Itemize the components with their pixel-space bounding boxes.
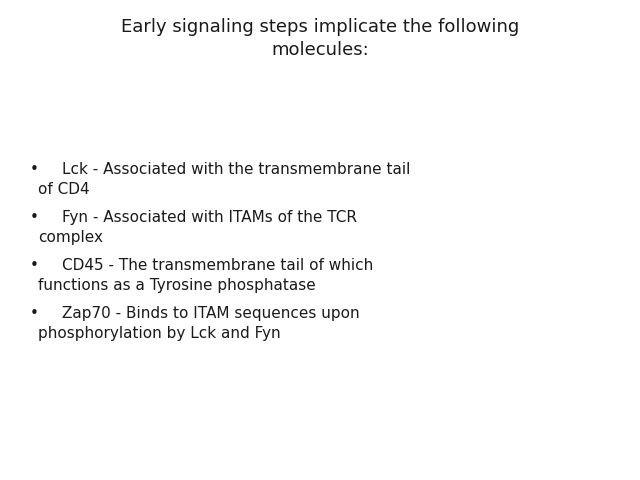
Text: functions as a Tyrosine phosphatase: functions as a Tyrosine phosphatase: [38, 278, 316, 293]
Text: phosphorylation by Lck and Fyn: phosphorylation by Lck and Fyn: [38, 326, 280, 341]
Text: •: •: [30, 258, 39, 273]
Text: complex: complex: [38, 230, 103, 245]
Text: •: •: [30, 210, 39, 225]
Text: of CD4: of CD4: [38, 182, 90, 197]
Text: •: •: [30, 306, 39, 321]
Text: •: •: [30, 162, 39, 177]
Text: CD45 - The transmembrane tail of which: CD45 - The transmembrane tail of which: [62, 258, 373, 273]
Text: Early signaling steps implicate the following
molecules:: Early signaling steps implicate the foll…: [121, 18, 519, 59]
Text: Zap70 - Binds to ITAM sequences upon: Zap70 - Binds to ITAM sequences upon: [62, 306, 360, 321]
Text: Fyn - Associated with ITAMs of the TCR: Fyn - Associated with ITAMs of the TCR: [62, 210, 357, 225]
Text: Lck - Associated with the transmembrane tail: Lck - Associated with the transmembrane …: [62, 162, 410, 177]
